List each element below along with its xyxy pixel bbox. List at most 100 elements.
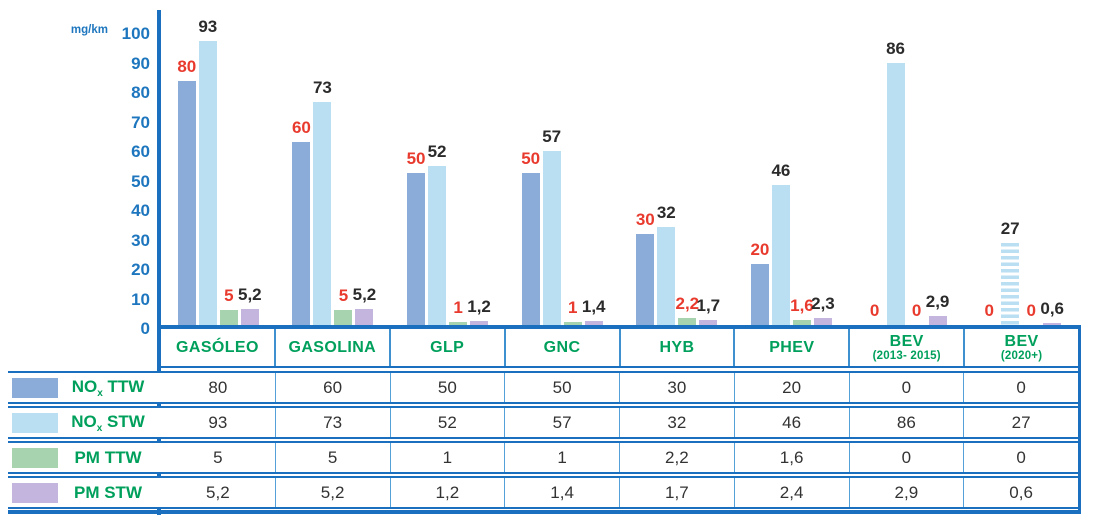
category-label: GASOLINA — [288, 339, 377, 356]
category-label: GASÓLEO — [176, 339, 259, 356]
legend-label: PM STW — [58, 483, 158, 503]
bar-value-label: 86 — [886, 38, 906, 58]
y-tick-label: 40 — [131, 201, 150, 220]
category-cell: GASOLINA — [273, 329, 389, 366]
bar-value-label: 50 — [406, 148, 426, 168]
bar-value-label: 2,9 — [925, 292, 950, 312]
bar-value-label: 2,2 — [675, 294, 700, 314]
legend-cell: PM TTW — [8, 443, 158, 472]
y-tick-label: 60 — [131, 142, 150, 161]
bar-nox-stw — [428, 166, 447, 325]
table-cell: 27 — [963, 408, 1078, 437]
bar-pm-ttw — [678, 318, 697, 325]
category-cell: GNC — [503, 329, 619, 366]
bar-value-label: 60 — [291, 118, 311, 137]
table-cell: 30 — [619, 373, 734, 402]
legend-swatch — [12, 412, 58, 433]
table-cell: 0 — [963, 373, 1078, 402]
table-cell: 5,2 — [274, 478, 390, 507]
table-cell: 2,4 — [733, 478, 849, 507]
table-cell: 93 — [208, 412, 228, 432]
legend-label-base: NO — [71, 376, 98, 396]
bar-nox-ttw — [177, 81, 196, 325]
category-sublabel: (2013- 2015) — [872, 349, 941, 362]
y-tick-label: 100 — [121, 24, 150, 43]
bar-pm-ttw — [563, 321, 582, 325]
table-cell: 60 — [274, 373, 390, 402]
category-header-row: GASÓLEO GASOLINA GLP GNC HYB PHEV BEV (2013- 20… — [161, 329, 1078, 368]
bar-value-label: 5,2 — [237, 285, 262, 305]
bar-value-label: 5 — [338, 285, 349, 305]
bar-value-label: 80 — [177, 57, 197, 76]
bar-value-label: 27 — [1000, 218, 1020, 238]
table-cell: 2,2 — [619, 443, 734, 472]
table-cell: 20 — [733, 373, 849, 402]
legend-label-subscript: x — [97, 387, 103, 399]
bar-value-label: 73 — [312, 78, 332, 98]
legend-label-rest: STW — [99, 482, 142, 502]
legend-label-rest: TTW — [102, 376, 145, 396]
table-cell: 52 — [389, 408, 505, 437]
bar-nox-ttw — [750, 264, 769, 325]
bar-nox-stw — [886, 62, 905, 325]
legend-swatch — [12, 482, 58, 503]
bar-value-label: 52 — [427, 142, 447, 162]
legend-swatch — [12, 447, 58, 468]
bar-value-label: 2,3 — [811, 293, 835, 313]
legend-label: NOx STW — [58, 412, 158, 434]
bar-value-label: 50 — [521, 148, 541, 168]
category-label: BEV — [889, 332, 924, 350]
bar-value-label: 1,4 — [581, 296, 606, 316]
table-row: NOx TTW 80 60 50 50 30 20 0 0 — [8, 371, 1078, 404]
table-bottom-border — [8, 510, 1081, 514]
bar-nox-stw — [771, 184, 790, 325]
category-label: PHEV — [769, 339, 815, 356]
bar-value-label: 5,2 — [352, 285, 377, 305]
bar-value-label: 32 — [656, 203, 676, 223]
bar-pm-stw — [355, 309, 374, 325]
legend-label: NOx TTW — [58, 377, 158, 399]
table-cell: 2,9 — [848, 478, 964, 507]
table-cell: 46 — [733, 408, 849, 437]
bar-pm-stw — [240, 309, 259, 325]
table-cell: 1,2 — [389, 478, 505, 507]
bar-pm-ttw — [792, 320, 811, 325]
table-right-border — [1078, 329, 1081, 514]
legend-swatch — [12, 377, 58, 398]
bar-value-label: 20 — [750, 240, 770, 259]
y-axis-line — [157, 10, 161, 515]
category-sublabel: (2020+) — [1000, 349, 1043, 362]
bar-value-label: 0 — [984, 301, 994, 320]
x-axis-line — [157, 325, 1081, 329]
bar-value-label: 0 — [911, 301, 922, 320]
table-cell: 5,2 — [206, 482, 230, 502]
bar-pm-stw — [928, 316, 947, 325]
table-cell: 73 — [274, 408, 390, 437]
category-cell: PHEV — [733, 329, 848, 366]
bar-value-label: 1 — [567, 297, 578, 317]
bar-nox-ttw — [636, 233, 655, 325]
bar-value-label: 1 — [453, 297, 463, 317]
category-label: GNC — [543, 339, 581, 356]
legend-cell: NOx TTW — [8, 373, 158, 402]
table-cell: 80 — [208, 377, 228, 397]
bar-value-label: 1,6 — [790, 296, 814, 316]
y-tick-label: 90 — [131, 53, 150, 73]
table-cell: 0 — [848, 373, 964, 402]
table-cell: 1,7 — [619, 478, 734, 507]
bar-pm-stw — [470, 321, 489, 325]
table-cell: 1 — [389, 443, 505, 472]
table-cell: 0 — [848, 443, 964, 472]
table-row: PM STW 5,2 5,2 1,2 1,4 1,7 2,4 2,9 0,6 — [8, 476, 1078, 509]
bar-value-label: 0 — [1026, 301, 1036, 320]
y-tick-label: 70 — [131, 112, 150, 132]
bar-nox-stw — [657, 227, 676, 325]
bar-nox-stw — [542, 151, 561, 325]
bar-value-label: 93 — [198, 17, 218, 37]
bar-value-label: 5 — [224, 285, 234, 305]
bar-pm-stw — [584, 320, 603, 325]
table-row: PM TTW 5 5 1 1 2,2 1,6 0 0 — [8, 441, 1078, 474]
bar-pm-stw — [813, 317, 832, 325]
table-cell: 1,6 — [733, 443, 849, 472]
legend-cell: NOx STW — [8, 408, 158, 437]
